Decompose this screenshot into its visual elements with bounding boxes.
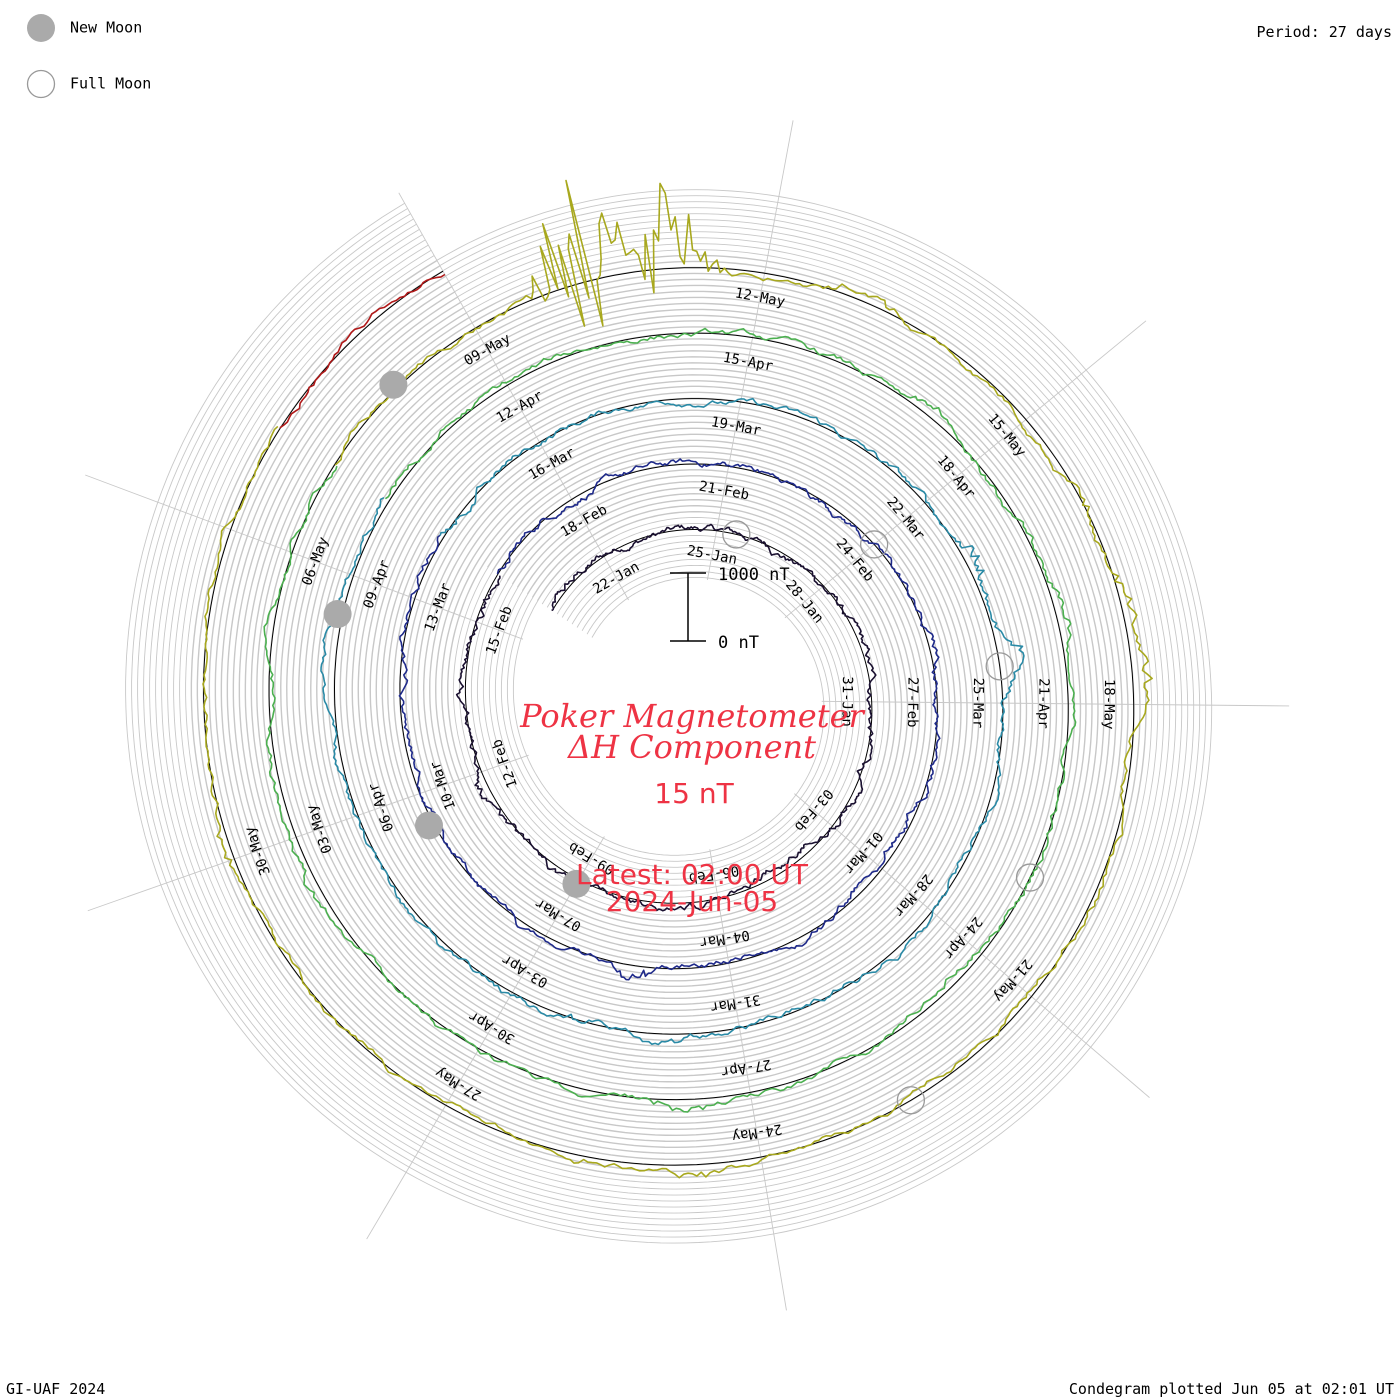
series-line-10-Apr <box>263 327 1077 1113</box>
date-label: 31-Jan <box>838 676 855 727</box>
series-line-07-May <box>202 179 1153 1179</box>
grid-spiral <box>167 231 1171 1202</box>
chart-title: Poker Magnetometer <box>519 697 865 735</box>
baseline-spiral-line <box>203 267 1135 1166</box>
full-moon-marker <box>722 520 751 549</box>
full-moon-marker <box>859 530 889 559</box>
day-spoke <box>709 849 787 1311</box>
grid-spiral <box>149 213 1189 1220</box>
grid-spiral <box>173 237 1165 1196</box>
date-label: 03-Apr <box>499 951 551 991</box>
new-moon-legend-label: New Moon <box>70 19 142 37</box>
period-label: Period: 27 days <box>1257 23 1392 41</box>
day-spoke <box>821 700 1290 707</box>
date-label: 18-May <box>1100 679 1117 730</box>
grid-spiral <box>185 249 1153 1184</box>
new-moon-marker <box>562 869 591 898</box>
date-label: 25-Mar <box>969 678 986 729</box>
series-line-20-Jan <box>455 523 877 912</box>
date-label: 09-May <box>462 331 514 370</box>
day-spokes <box>85 120 1290 1311</box>
series-line-14-Mar <box>320 397 1025 1046</box>
date-label: 27-Feb <box>904 677 921 728</box>
date-label: 12-Apr <box>494 388 546 427</box>
day-spoke <box>366 836 605 1240</box>
day-spoke <box>784 320 1147 619</box>
new-moon-marker <box>379 370 408 399</box>
spiral-grid <box>125 189 1213 1244</box>
day-spoke <box>85 474 524 640</box>
full-moon-marker <box>896 1086 926 1115</box>
grid-spiral <box>251 312 1087 1118</box>
day-spoke <box>794 793 1150 1098</box>
grid-spiral <box>125 189 1213 1244</box>
date-label: 30-Apr <box>466 1007 518 1047</box>
new-moon-marker <box>323 600 352 629</box>
plotted-label: Condegram plotted Jun 05 at 02:01 UT <box>1069 1380 1394 1398</box>
day-spoke <box>706 120 794 581</box>
date-label: 07-Mar <box>533 895 585 935</box>
full-moon-marker <box>985 652 1014 681</box>
grid-spiral <box>155 219 1183 1214</box>
moon-markers <box>323 370 1045 1115</box>
full-moon-legend-label: Full Moon <box>70 75 151 93</box>
credit-label: GI-UAF 2024 <box>6 1380 105 1398</box>
grid-spiral <box>239 302 1099 1130</box>
grid-spiral <box>221 285 1117 1148</box>
new-moon-legend-icon <box>27 14 55 42</box>
grid-spiral <box>161 225 1177 1208</box>
latest-date: 2024-Jun-05 <box>606 885 778 918</box>
new-moon-marker <box>414 811 443 840</box>
grid-spiral <box>179 243 1159 1190</box>
date-label: 27-May <box>433 1064 485 1104</box>
full-moon-legend-icon <box>26 69 56 99</box>
baseline-value: 15 nT <box>654 777 734 810</box>
date-label: 16-Mar <box>526 445 578 484</box>
date-label: 21-Apr <box>1035 678 1052 729</box>
day-spoke <box>398 192 629 601</box>
full-moon-marker <box>1015 863 1045 892</box>
grid-spiral <box>143 207 1195 1226</box>
series-line-03-Jun <box>279 273 446 429</box>
scale-bottom-label: 0 nT <box>718 633 759 653</box>
grid-spiral <box>245 307 1093 1124</box>
grid-spiral <box>191 255 1147 1178</box>
grid-spiral <box>131 195 1207 1238</box>
baseline-spiral <box>203 267 1135 1166</box>
grid-spiral <box>227 291 1111 1142</box>
day-spoke <box>87 754 529 912</box>
chart-subtitle: ΔH Component <box>566 728 816 766</box>
scale-top-label: 1000 nT <box>718 565 790 585</box>
latest-time: Latest: 02:00 UT <box>576 858 809 891</box>
grid-spiral <box>209 273 1129 1160</box>
